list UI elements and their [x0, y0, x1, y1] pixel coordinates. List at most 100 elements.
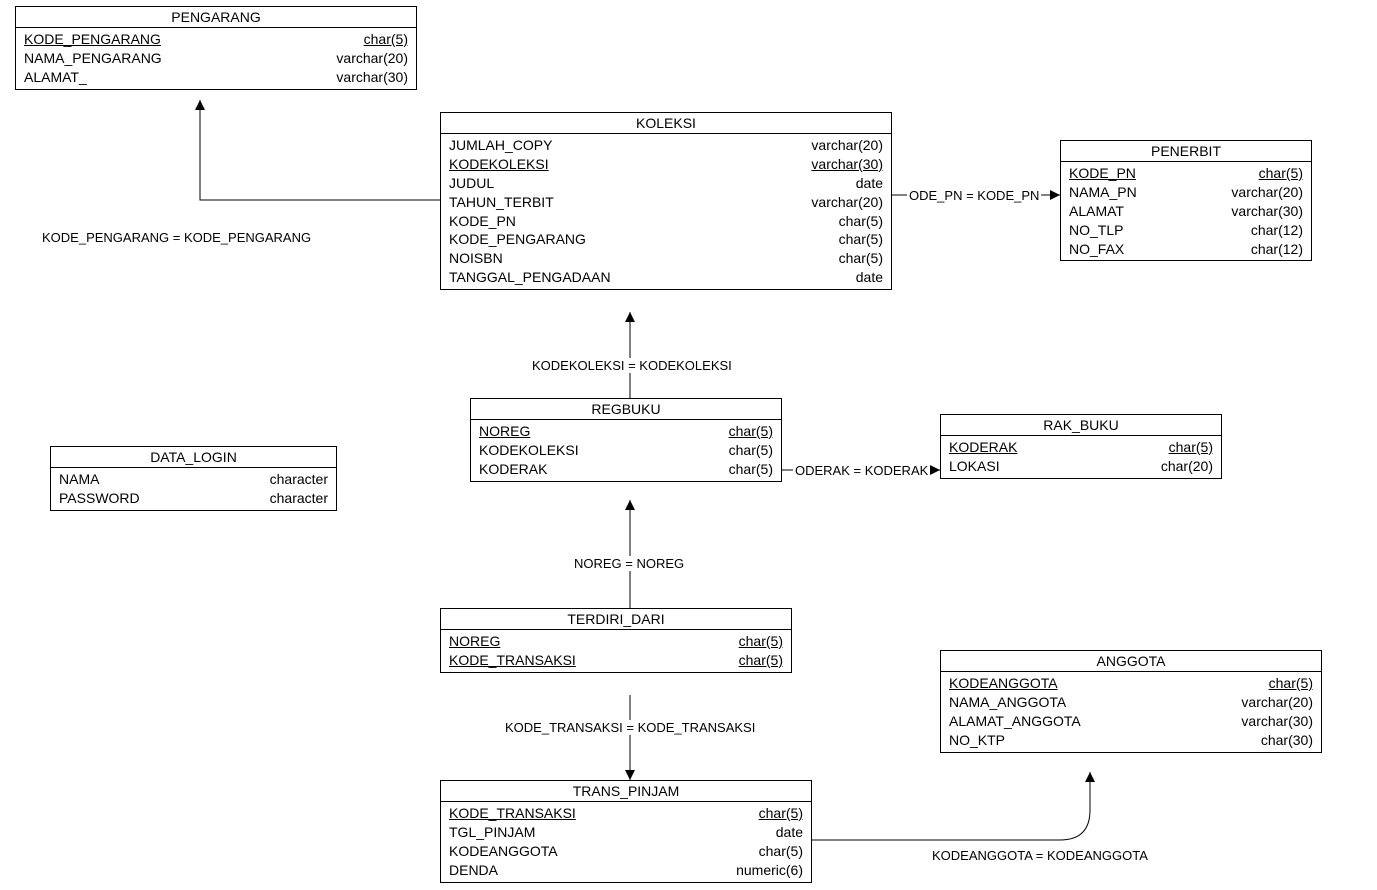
attribute-row: ALAMAT_ varchar(30)	[24, 68, 408, 87]
entity-body: NAMA character PASSWORD character	[51, 468, 336, 510]
entity-body: KODEANGGOTAchar(5)NAMA_ANGGOTA varchar(20…	[941, 672, 1321, 752]
attribute-row: NAMA_ANGGOTA varchar(20)	[949, 693, 1313, 712]
entity-body: NOREGchar(5)KODE_TRANSAKSIchar(5)	[441, 630, 791, 672]
attribute-row: KODE_PN char(5)	[1069, 164, 1303, 183]
attribute-row: KODE_PENGARANGchar(5)	[24, 30, 408, 49]
entity-title: TERDIRI_DARI	[441, 609, 791, 630]
entity-penerbit: PENERBITKODE_PNchar(5)NAMA_PNvarchar(20)…	[1060, 140, 1312, 261]
attribute-row: KODE_PNchar(5)	[449, 212, 883, 231]
attribute-name: KODERAK	[949, 438, 1017, 457]
attribute-name: JUMLAH_COPY	[449, 136, 552, 155]
attribute-type: varchar(20)	[811, 136, 883, 155]
rel-kode-transaksi: KODE_TRANSAKSI = KODE_TRANSAKSI	[503, 720, 757, 735]
attribute-type: char(5)	[759, 804, 803, 823]
attribute-type: date	[776, 823, 803, 842]
attribute-name: KODEANGGOTA	[949, 674, 1058, 693]
attribute-type: char(5)	[1259, 164, 1303, 183]
rel-kodekoleksi: KODEKOLEKSI = KODEKOLEKSI	[530, 358, 734, 373]
attribute-name: NOREG	[479, 422, 530, 441]
attribute-row: NAMA_PN varchar(20)	[1069, 183, 1303, 202]
attribute-type: character	[270, 470, 328, 489]
attribute-row: KODEANGGOTAchar(5)	[949, 674, 1313, 693]
attribute-name: KODE_PN	[1069, 164, 1136, 183]
entity-terdiri-dari: TERDIRI_DARINOREGchar(5)KODE_TRANSAKSIch…	[440, 608, 792, 673]
attribute-row: KODERAK char(5)	[479, 460, 773, 479]
entity-body: KODE_PENGARANGchar(5)NAMA_PENGARANGvarch…	[16, 28, 416, 89]
attribute-type: char(5)	[729, 422, 773, 441]
rel-kodeanggota: KODEANGGOTA = KODEANGGOTA	[930, 848, 1150, 863]
entity-trans-pinjam: TRANS_PINJAMKODE_TRANSAKSIchar(5)TGL_PIN…	[440, 780, 812, 883]
attribute-row: KODE_PENGARANGchar(5)	[449, 230, 883, 249]
attribute-name: NAMA_ANGGOTA	[949, 693, 1066, 712]
attribute-row: NOREG char(5)	[449, 632, 783, 651]
entity-title: REGBUKU	[471, 399, 781, 420]
entity-rak-buku: RAK_BUKUKODERAKchar(5)LOKASIchar(20)	[940, 414, 1222, 479]
entity-title: DATA_LOGIN	[51, 447, 336, 468]
attribute-name: ALAMAT_ANGGOTA	[949, 712, 1081, 731]
entity-title: ANGGOTA	[941, 651, 1321, 672]
attribute-name: TAHUN_TERBIT	[449, 193, 554, 212]
attribute-type: char(5)	[759, 842, 803, 861]
attribute-row: TAHUN_TERBIT varchar(20)	[449, 193, 883, 212]
attribute-row: NOREG char(5)	[479, 422, 773, 441]
attribute-name: KODE_PN	[449, 212, 516, 231]
attribute-name: NO_FAX	[1069, 240, 1124, 259]
attribute-type: char(5)	[364, 30, 408, 49]
attribute-row: NAMA character	[59, 470, 328, 489]
attribute-type: varchar(20)	[336, 49, 408, 68]
attribute-name: NO_KTP	[949, 731, 1005, 750]
attribute-type: char(5)	[729, 441, 773, 460]
entity-title: TRANS_PINJAM	[441, 781, 811, 802]
attribute-name: NAMA_PN	[1069, 183, 1137, 202]
attribute-row: KODERAK char(5)	[949, 438, 1213, 457]
attribute-row: NOISBNchar(5)	[449, 249, 883, 268]
attribute-type: varchar(20)	[1241, 693, 1313, 712]
attribute-row: TGL_PINJAM date	[449, 823, 803, 842]
attribute-name: NOREG	[449, 632, 500, 651]
attribute-type: character	[270, 489, 328, 508]
attribute-name: KODERAK	[479, 460, 547, 479]
entity-body: NOREG char(5) KODEKOLEKSI char(5) KODERAK cha…	[471, 420, 781, 481]
attribute-type: char(5)	[1169, 438, 1213, 457]
attribute-row: JUMLAH_COPY varchar(20)	[449, 136, 883, 155]
attribute-row: KODEANGGOTA char(5)	[449, 842, 803, 861]
attribute-row: TANGGAL_PENGADAAN date	[449, 268, 883, 287]
entity-title: KOLEKSI	[441, 113, 891, 134]
attribute-row: NAMA_PENGARANGvarchar(20)	[24, 49, 408, 68]
attribute-row: PASSWORD character	[59, 489, 328, 508]
entity-anggota: ANGGOTA KODEANGGOTAchar(5)NAMA_ANGGOTA var…	[940, 650, 1322, 753]
attribute-type: varchar(30)	[336, 68, 408, 87]
rel-kode-pn: ODE_PN = KODE_PN	[907, 188, 1041, 203]
attribute-type: char(30)	[1261, 731, 1313, 750]
entity-title: RAK_BUKU	[941, 415, 1221, 436]
attribute-name: KODEKOLEKSI	[479, 441, 579, 460]
rel-koderak: ODERAK = KODERAK	[793, 463, 930, 478]
attribute-type: date	[856, 268, 883, 287]
entity-regbuku: REGBUKUNOREGchar(5)KODEKOLEKSIchar(5)KOD…	[470, 398, 782, 482]
entity-body: KODE_TRANSAKSIchar(5)TGL_PINJAMdateKODEA…	[441, 802, 811, 882]
attribute-name: NAMA	[59, 470, 99, 489]
attribute-type: char(5)	[839, 249, 883, 268]
attribute-name: KODEANGGOTA	[449, 842, 558, 861]
attribute-row: KODEKOLEKSIvarchar(30)	[449, 155, 883, 174]
attribute-name: JUDUL	[449, 174, 494, 193]
attribute-name: ALAMAT_	[24, 68, 87, 87]
attribute-type: varchar(30)	[1231, 202, 1303, 221]
attribute-type: char(5)	[839, 230, 883, 249]
attribute-name: TANGGAL_PENGADAAN	[449, 268, 611, 287]
attribute-name: TGL_PINJAM	[449, 823, 535, 842]
attribute-type: char(12)	[1251, 240, 1303, 259]
entity-pengarang: PENGARANGKODE_PENGARANGchar(5)NAMA_PENGA…	[15, 6, 417, 90]
attribute-row: DENDAnumeric(6)	[449, 861, 803, 880]
attribute-name: KODE_TRANSAKSI	[449, 804, 576, 823]
attribute-type: date	[856, 174, 883, 193]
attribute-type: varchar(20)	[811, 193, 883, 212]
rel-kode-pengarang: KODE_PENGARANG = KODE_PENGARANG	[40, 230, 313, 245]
attribute-type: char(5)	[739, 632, 783, 651]
attribute-type: char(5)	[739, 651, 783, 670]
attribute-type: varchar(20)	[1231, 183, 1303, 202]
attribute-name: PASSWORD	[59, 489, 140, 508]
attribute-type: char(5)	[729, 460, 773, 479]
attribute-row: JUDUL date	[449, 174, 883, 193]
attribute-row: ALAMAT_ANGGOTAvarchar(30)	[949, 712, 1313, 731]
